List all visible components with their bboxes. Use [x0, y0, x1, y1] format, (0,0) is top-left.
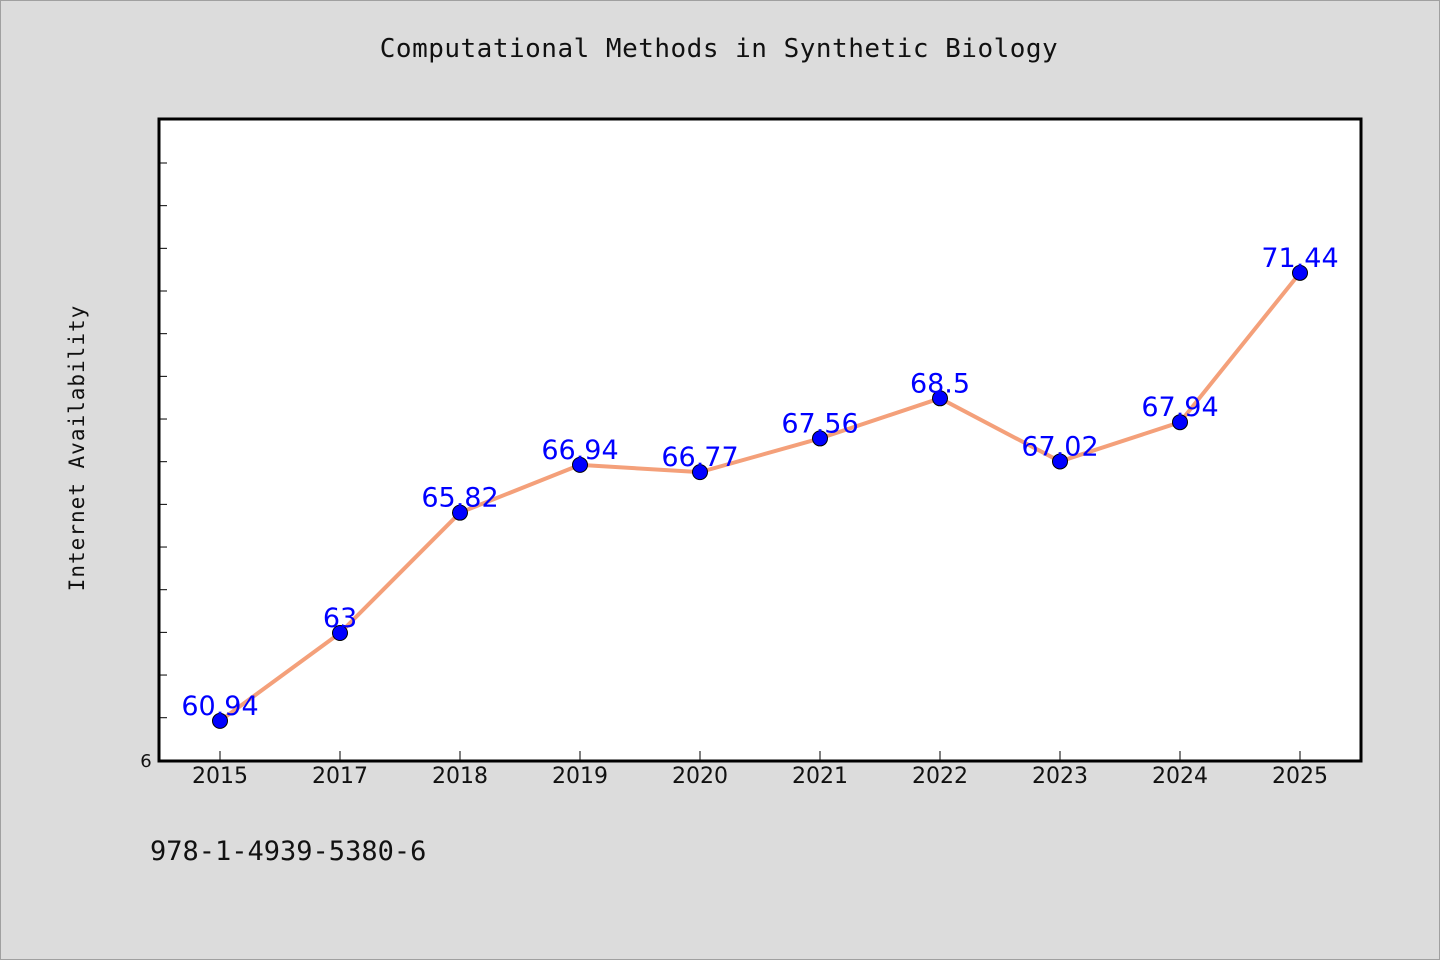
- data-label: 67.94: [1141, 392, 1218, 423]
- data-point: [1052, 453, 1068, 470]
- data-markers: [212, 264, 1308, 729]
- x-tick-label: 2023: [1032, 764, 1088, 789]
- data-label: 68.5: [910, 368, 970, 399]
- x-tick-label: 2020: [672, 764, 728, 789]
- data-point: [1292, 264, 1308, 281]
- y-tick-label: 6: [140, 751, 151, 772]
- x-axis-tick-labels: 2015 2017 2018 2019 2020 2021 2022 2023 2024 2025: [192, 764, 1328, 789]
- x-tick-label: 2015: [192, 764, 248, 789]
- data-point: [452, 504, 468, 521]
- y-axis-ticks: [159, 162, 167, 719]
- x-tick-label: 2019: [552, 764, 608, 789]
- x-tick-label: 2025: [1272, 764, 1328, 789]
- footer-code: 978-1-4939-5380-6: [150, 836, 427, 867]
- data-label: 71.44: [1261, 243, 1338, 274]
- data-point: [932, 390, 948, 407]
- x-tick-label: 2017: [312, 764, 368, 789]
- data-point: [692, 464, 708, 481]
- chart-title: Computational Methods in Synthetic Biolo…: [379, 34, 1059, 64]
- data-point: [572, 456, 588, 473]
- data-label: 67.56: [781, 408, 858, 439]
- series-line: [218, 271, 1302, 723]
- x-tick-label: 2021: [792, 764, 848, 789]
- data-label: 65.82: [421, 483, 498, 514]
- data-label: 63: [323, 603, 357, 634]
- x-tick-label: 2022: [912, 764, 968, 789]
- plot-area: [157, 117, 1363, 763]
- data-label: 66.77: [661, 442, 738, 473]
- data-label: 66.94: [541, 435, 618, 466]
- x-tick-label: 2024: [1152, 764, 1208, 789]
- data-point: [812, 430, 828, 447]
- x-axis-ticks: [219, 751, 1301, 761]
- data-label: 67.02: [1021, 431, 1098, 462]
- data-point: [212, 712, 228, 729]
- data-point: [332, 624, 348, 641]
- x-tick-label: 2018: [432, 764, 488, 789]
- data-labels: 60.94 63 65.82 66.94 66.77 67.56 68.5 67.02 67.9…: [181, 243, 1338, 722]
- data-label: 60.94: [181, 691, 258, 722]
- data-point: [1172, 414, 1188, 431]
